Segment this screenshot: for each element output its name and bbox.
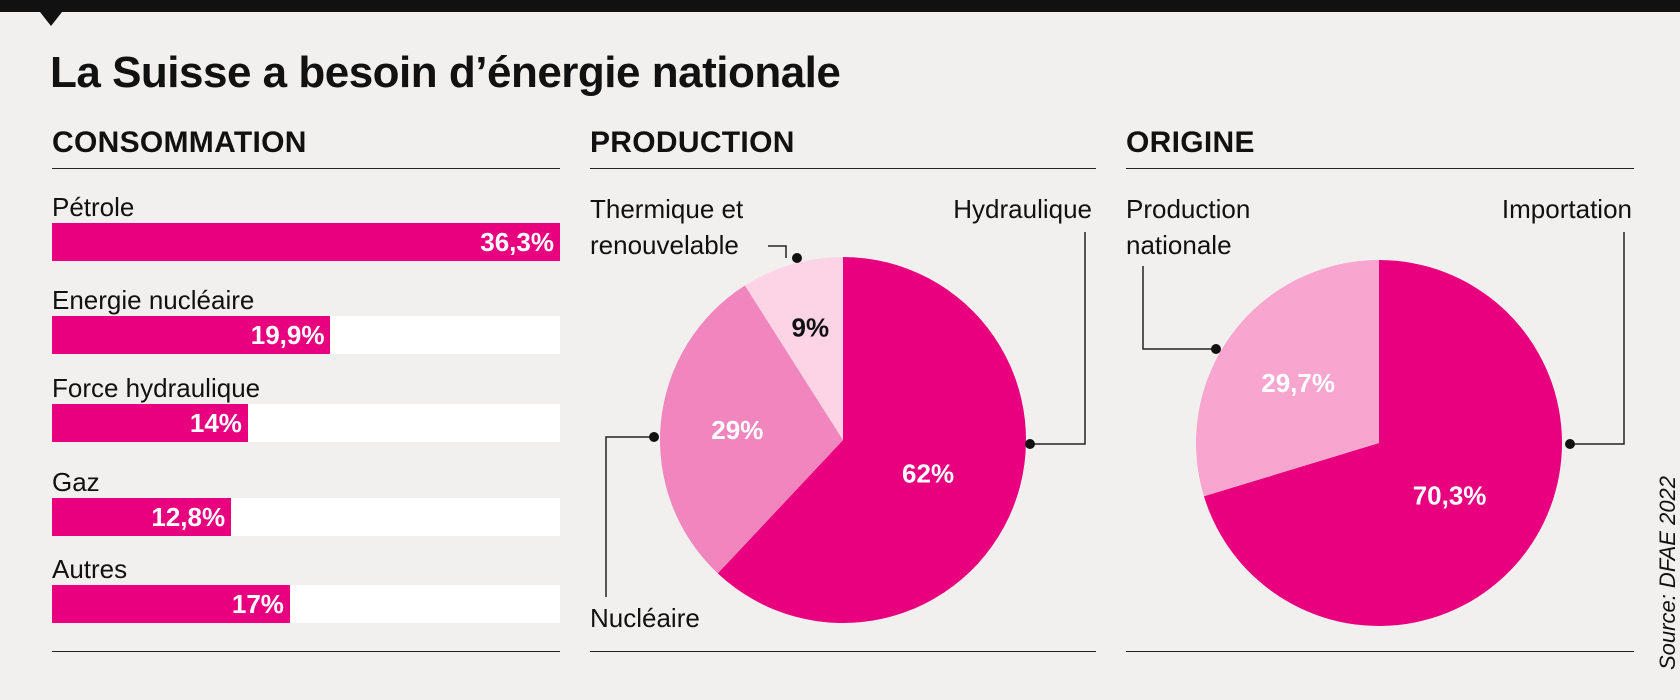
consommation-title: CONSOMMATION (52, 126, 307, 159)
pie-slice-production-nationale (1196, 260, 1379, 497)
origine-title: ORIGINE (1126, 126, 1255, 159)
bar-value-gaz: 12,8% (151, 501, 226, 532)
bar-petrole: 36,3% (52, 223, 560, 261)
bar-label-gaz: Gaz (52, 467, 100, 497)
top-bar-notch (40, 12, 62, 26)
source-credit: Source: DFAE 2022 (1655, 475, 1680, 670)
label-production-nationale-line1: Production (1126, 194, 1250, 224)
pie-value-nucleaire: 29% (711, 415, 763, 445)
leader-dot-nucleaire (649, 432, 659, 442)
bar-label-autres: Autres (52, 554, 128, 584)
pie-slice-importation (1203, 260, 1563, 626)
production-header-rule (590, 168, 1096, 169)
pie-value-thermique: 9% (792, 313, 830, 343)
bar-gaz: 12,8% (52, 498, 232, 536)
consommation-header-rule (52, 168, 560, 169)
bar-track-force-hydraulique: 14% (52, 404, 560, 442)
top-bar (0, 0, 1680, 12)
bar-energie-nucleaire: 19,9% (52, 316, 331, 354)
leader-nucleaire (605, 436, 654, 597)
label-production-nationale-line2: nationale (1126, 230, 1232, 260)
bar-value-energie-nucleaire: 19,9% (250, 319, 325, 350)
leader-dot-thermique (792, 253, 802, 263)
bar-value-autres: 17% (231, 588, 284, 619)
label-importation: Importation (1502, 194, 1632, 224)
bar-label-petrole: Pétrole (52, 192, 135, 222)
pie-value-importation: 70,3% (1413, 480, 1487, 510)
label-thermique-line2: renouvelable (590, 230, 739, 260)
bar-value-force-hydraulique: 14% (189, 407, 242, 438)
bar-force-hydraulique: 14% (52, 404, 248, 442)
bar-autres: 17% (52, 585, 290, 623)
leader-dot-production-nationale (1211, 344, 1221, 354)
bar-track-gaz: 12,8% (52, 498, 560, 536)
leader-importation (1570, 232, 1625, 445)
bar-label-force-hydraulique: Force hydraulique (52, 373, 261, 403)
leader-dot-hydraulique (1025, 439, 1035, 449)
bar-track-autres: 17% (52, 585, 560, 623)
label-nucleaire: Nucléaire (590, 603, 700, 633)
pie-slice-hydraulique (717, 257, 1027, 623)
bar-label-energie-nucleaire: Energie nucléaire (52, 285, 255, 315)
production-bottom-rule (590, 651, 1096, 652)
pie-value-hydraulique: 62% (902, 459, 954, 489)
leader-hydraulique (1030, 232, 1086, 445)
pie-slice-nucleaire (660, 285, 843, 574)
bar-value-petrole: 36,3% (480, 226, 554, 257)
leader-production-nationale (1142, 266, 1216, 350)
origine-header-rule (1126, 168, 1634, 169)
bar-track-energie-nucleaire: 19,9% (52, 316, 560, 354)
leader-dot-importation (1565, 439, 1575, 449)
bar-track-petrole: 36,3% (52, 223, 560, 261)
leader-thermique (768, 245, 787, 258)
pie-value-production-nationale: 29,7% (1261, 368, 1335, 398)
label-thermique-line1: Thermique et (590, 194, 744, 224)
origine-bottom-rule (1126, 651, 1634, 652)
consommation-bottom-rule (52, 651, 560, 652)
production-title: PRODUCTION (590, 126, 795, 159)
main-title: La Suisse a besoin d’énergie nationale (50, 48, 841, 97)
pie-slice-thermique (744, 257, 843, 440)
label-hydraulique: Hydraulique (953, 194, 1092, 224)
